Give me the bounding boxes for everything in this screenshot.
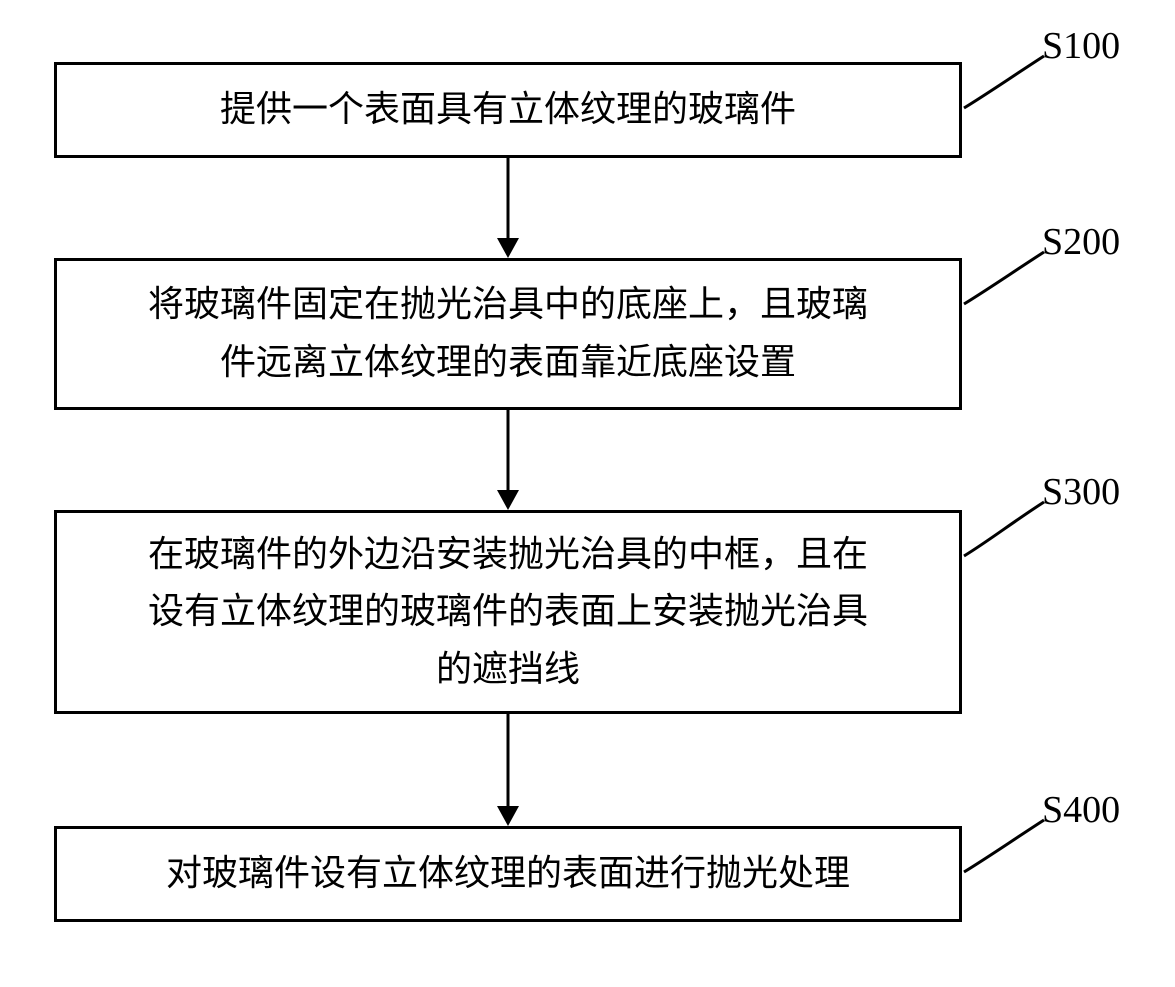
step-box-s300: 在玻璃件的外边沿安装抛光治具的中框，且在 设有立体纹理的玻璃件的表面上安装抛光治… [54, 510, 962, 714]
step-text-s100: 提供一个表面具有立体纹理的玻璃件 [57, 81, 959, 139]
step-label-s100: S100 [1042, 24, 1120, 68]
step-text-s300: 在玻璃件的外边沿安装抛光治具的中框，且在 设有立体纹理的玻璃件的表面上安装抛光治… [57, 526, 959, 699]
arrow-head-1 [497, 238, 519, 258]
step-box-s100: 提供一个表面具有立体纹理的玻璃件 [54, 62, 962, 158]
step-label-s400: S400 [1042, 788, 1120, 832]
arrow-head-2 [497, 490, 519, 510]
step-text-s400: 对玻璃件设有立体纹理的表面进行抛光处理 [57, 845, 959, 903]
step-label-s200: S200 [1042, 220, 1120, 264]
step-box-s400: 对玻璃件设有立体纹理的表面进行抛光处理 [54, 826, 962, 922]
step-label-s300: S300 [1042, 470, 1120, 514]
leader-s300 [964, 502, 1044, 556]
leader-s100 [964, 56, 1044, 108]
step-box-s200: 将玻璃件固定在抛光治具中的底座上，且玻璃 件远离立体纹理的表面靠近底座设置 [54, 258, 962, 410]
leader-s200 [964, 252, 1044, 304]
leader-s400 [964, 820, 1044, 872]
arrow-head-3 [497, 806, 519, 826]
step-text-s200: 将玻璃件固定在抛光治具中的底座上，且玻璃 件远离立体纹理的表面靠近底座设置 [57, 276, 959, 391]
leader-lines [964, 56, 1044, 872]
